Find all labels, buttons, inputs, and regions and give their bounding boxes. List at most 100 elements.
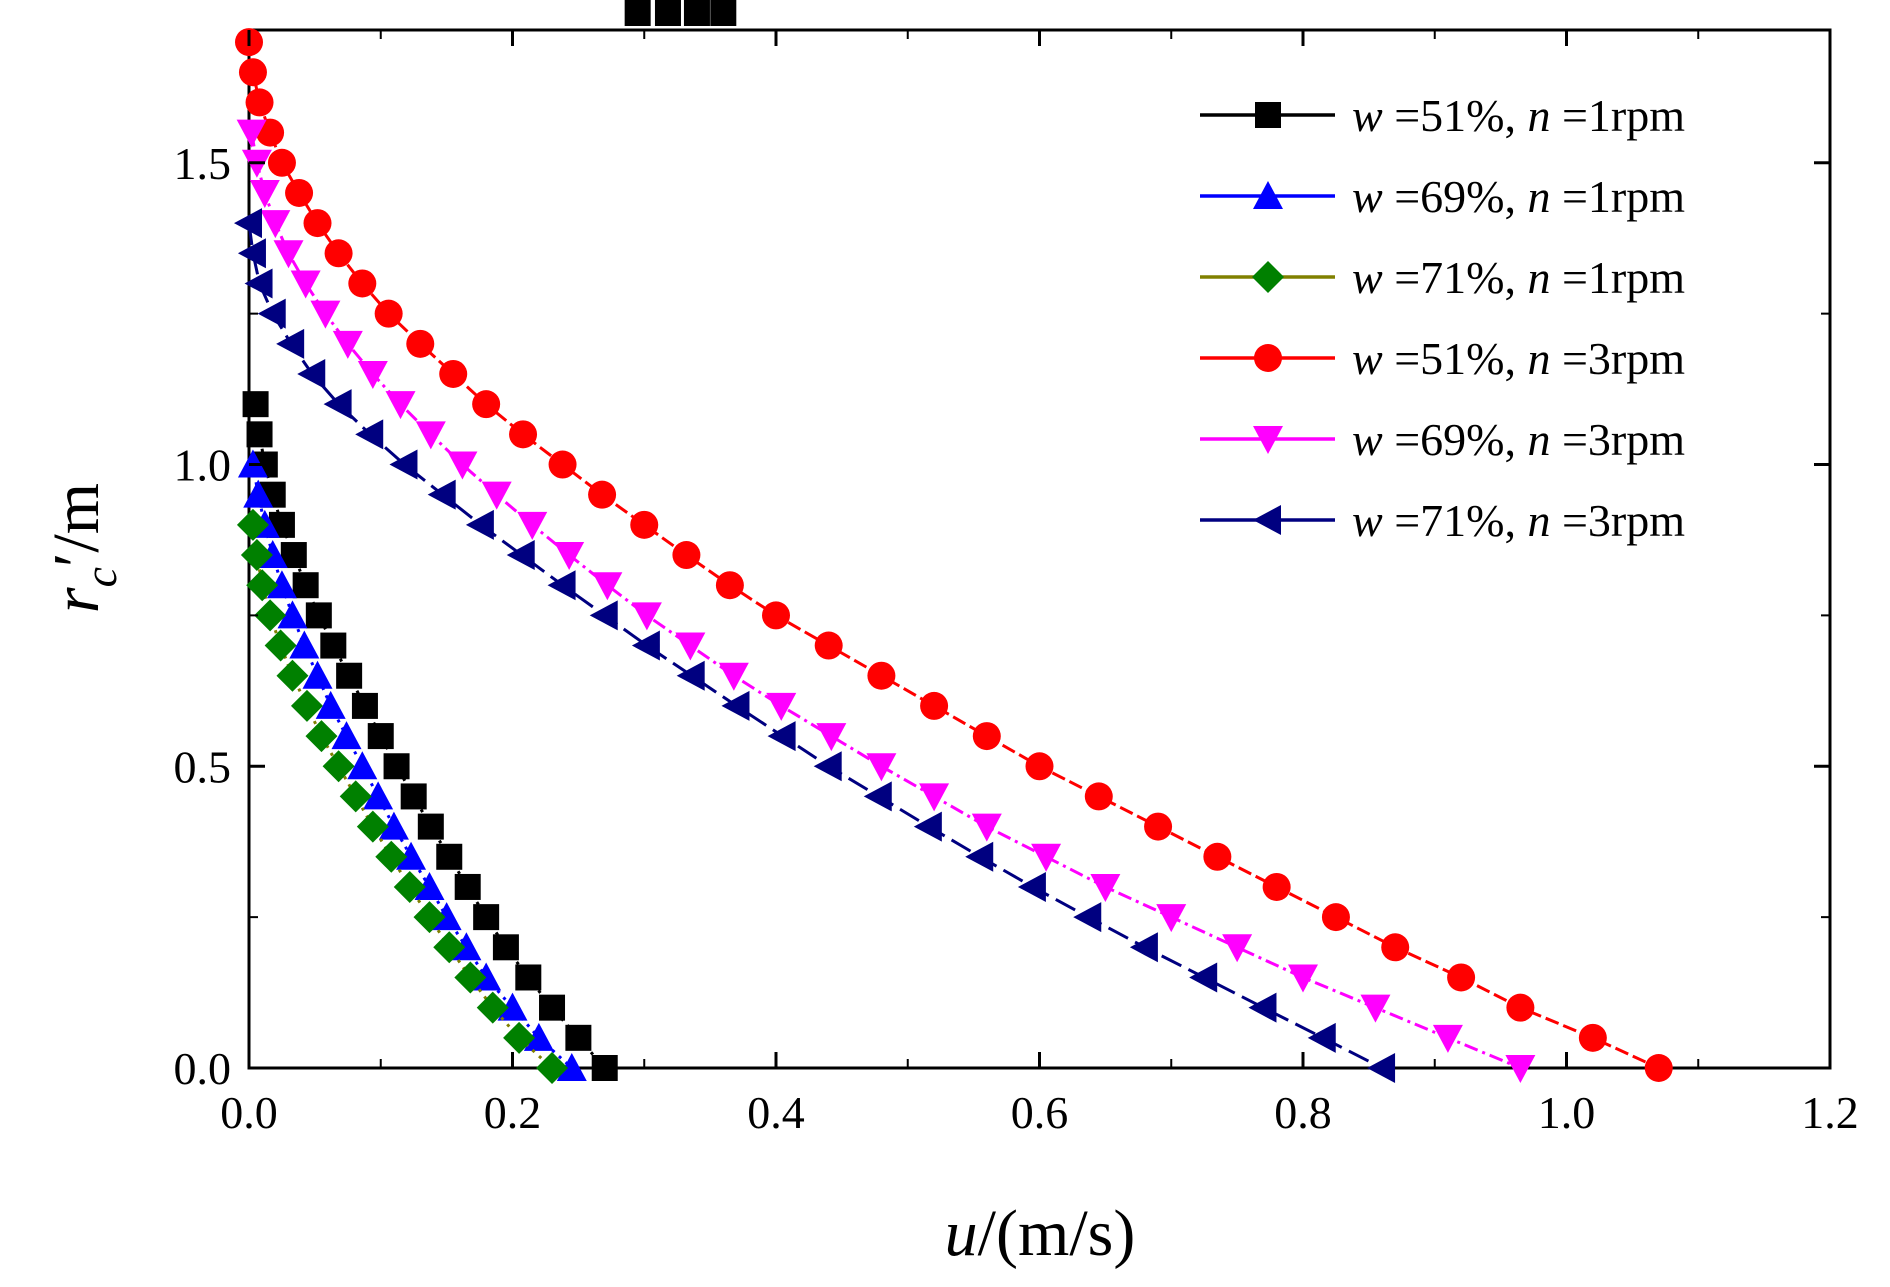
series-3-point — [476, 991, 509, 1024]
series-4-point — [1144, 812, 1173, 841]
series-4-point — [920, 691, 949, 720]
series-4-point — [548, 450, 577, 479]
series-3-point — [305, 720, 338, 753]
series-2-point — [289, 630, 320, 659]
legend-label-var: n — [1527, 171, 1550, 222]
x-tick-label: 1.2 — [1801, 1087, 1859, 1138]
series-3-point — [246, 569, 279, 602]
series-5-point — [1090, 873, 1121, 902]
y-tick-label: 1.0 — [174, 440, 232, 491]
series-3-point — [339, 780, 372, 813]
series-4-point — [588, 480, 617, 509]
series-5-point — [866, 753, 897, 782]
series-1-point — [624, 0, 651, 26]
series-6-point — [355, 419, 384, 450]
series-2-point — [363, 781, 394, 810]
series-1-point — [591, 1055, 618, 1081]
x-tick-label: 0.8 — [1274, 1087, 1332, 1138]
series-1-point — [242, 391, 269, 418]
series-5-point — [447, 451, 478, 480]
series-6-point — [631, 630, 660, 661]
series-1-point — [565, 1024, 592, 1051]
series-layer — [234, 0, 1673, 1084]
series-3-point — [433, 931, 466, 964]
y-axis-title-italic: r — [40, 587, 113, 613]
legend-label-value: =1rpm — [1550, 252, 1685, 303]
series-6-point — [863, 781, 892, 812]
legend-label-value: =3rpm — [1550, 333, 1685, 384]
series-6-point — [237, 238, 266, 269]
legend-label-var: w — [1352, 171, 1383, 222]
series-1-point — [400, 783, 427, 810]
series-3-point — [454, 961, 487, 994]
series-6-legend-marker — [1253, 505, 1281, 535]
series-5-point — [236, 119, 267, 148]
series-5-point — [1222, 934, 1253, 963]
series-5-point — [357, 360, 388, 389]
series-6-point — [297, 358, 326, 389]
series-6-point — [589, 600, 618, 631]
series-4 — [235, 28, 1673, 1082]
series-6-point — [1248, 992, 1277, 1023]
series-4-point — [672, 541, 701, 570]
series-3-point — [503, 1021, 536, 1054]
series-4-point — [1447, 963, 1476, 992]
series-1-point — [654, 0, 681, 26]
series-1-point — [473, 904, 500, 931]
legend-item-2: w =69%, n =1rpm — [1200, 171, 1685, 222]
series-4-point — [472, 390, 501, 419]
series-6-point — [244, 268, 273, 299]
series-6-point — [389, 449, 418, 480]
series-4-point — [267, 148, 296, 177]
series-1-point — [336, 662, 363, 689]
series-1-point — [515, 964, 542, 991]
series-3-point — [290, 689, 323, 722]
series-1-point — [383, 753, 410, 780]
y-axis-title: rc′/m — [40, 483, 126, 613]
series-2-point — [497, 992, 528, 1021]
legend-item-4: w =51%, n =3rpm — [1200, 333, 1685, 384]
x-axis-title: u/(m/s) — [945, 1197, 1136, 1270]
series-1-point — [351, 692, 378, 719]
series-5-point — [675, 632, 706, 661]
series-3-point — [536, 1052, 569, 1084]
legend-label: w =69%, n =3rpm — [1352, 414, 1685, 465]
series-6-point — [427, 479, 456, 510]
series-3-point — [240, 539, 273, 572]
y-tick-label: 0.5 — [174, 741, 232, 792]
series-4-point — [1025, 752, 1054, 781]
legend-label: w =69%, n =1rpm — [1352, 171, 1685, 222]
legend-label-var: n — [1527, 495, 1550, 546]
series-1-legend-marker — [1255, 102, 1281, 128]
series-4-point — [1578, 1023, 1607, 1052]
series-5-point — [718, 662, 749, 691]
x-axis-title-rest: /(m/s) — [978, 1197, 1136, 1270]
legend-label-var: w — [1352, 90, 1383, 141]
series-4-point — [348, 269, 377, 298]
legend-item-1: w =51%, n =1rpm — [1200, 90, 1685, 141]
x-tick-label: 0.0 — [220, 1087, 278, 1138]
series-6-point — [547, 570, 576, 601]
series-4-point — [374, 299, 403, 328]
series-6 — [234, 208, 1396, 1083]
series-5-point — [816, 723, 847, 752]
series-6-point — [465, 509, 494, 540]
legend-label-value: =1rpm — [1550, 171, 1685, 222]
series-3-legend-marker — [1252, 261, 1284, 293]
y-axis-title-rest: ′/m — [40, 483, 113, 567]
series-5-point — [260, 210, 291, 239]
legend-label-var: w — [1352, 495, 1383, 546]
series-5-point — [919, 783, 950, 812]
tick-layer: 0.0 0.2 0.4 0.6 0.8 1.0 1.2 0.0 0.5 1.0 1.5 — [174, 30, 1859, 1138]
legend: w =51%, n =1rpm w =69%, n =1rpm w =71%, n … — [1200, 90, 1685, 546]
x-tick-label: 0.2 — [484, 1087, 542, 1138]
series-5-point — [1505, 1055, 1536, 1083]
series-2 — [237, 449, 587, 1081]
series-1-point — [454, 873, 481, 900]
legend-label: w =71%, n =1rpm — [1352, 252, 1685, 303]
series-2-point — [556, 1053, 587, 1081]
series-3-point — [264, 629, 297, 662]
legend-item-6: w =71%, n =3rpm — [1200, 495, 1685, 546]
series-2-point — [523, 1022, 554, 1051]
series-5-point — [332, 330, 363, 359]
